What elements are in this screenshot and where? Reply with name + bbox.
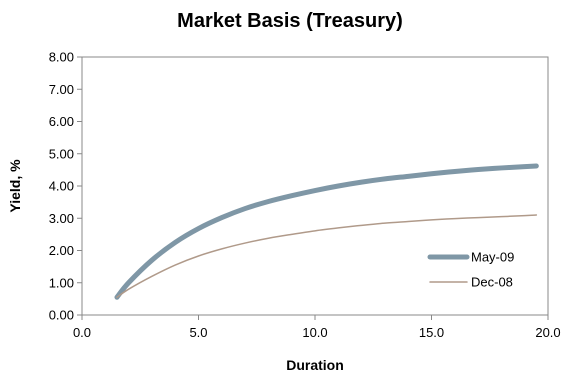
legend-label-dec-08: Dec-08 (471, 275, 513, 290)
x-tick-label: 5.0 (189, 325, 207, 340)
x-axis-title: Duration (286, 357, 344, 373)
series-line-dec-08 (116, 214, 538, 299)
x-axis: 0.0 5.0 10.0 15.0 20.0 (73, 315, 561, 340)
x-tick-label: 0.0 (73, 325, 91, 340)
series-line-may-09 (114, 163, 539, 300)
y-tick-label: 8.00 (49, 50, 74, 65)
legend: May-09 Dec-08 (427, 250, 514, 290)
y-tick-label: 4.00 (49, 179, 74, 194)
y-tick-label: 6.00 (49, 114, 74, 129)
legend-label-may-09: May-09 (471, 250, 514, 265)
x-tick-label: 20.0 (535, 325, 560, 340)
x-tick-label: 15.0 (419, 325, 444, 340)
y-tick-label: 1.00 (49, 275, 74, 290)
y-axis: 0.00 1.00 2.00 3.00 4.00 5.00 6.00 7.00 8.00 (49, 50, 82, 323)
series-layer (114, 163, 539, 300)
y-tick-label: 5.00 (49, 146, 74, 161)
y-tick-label: 3.00 (49, 211, 74, 226)
y-axis-title: Yield, % (7, 159, 23, 213)
chart-title: Market Basis (Treasury) (177, 10, 403, 32)
x-tick-label: 10.0 (302, 325, 327, 340)
y-tick-label: 2.00 (49, 243, 74, 258)
y-tick-label: 7.00 (49, 82, 74, 97)
y-tick-label: 0.00 (49, 308, 74, 323)
